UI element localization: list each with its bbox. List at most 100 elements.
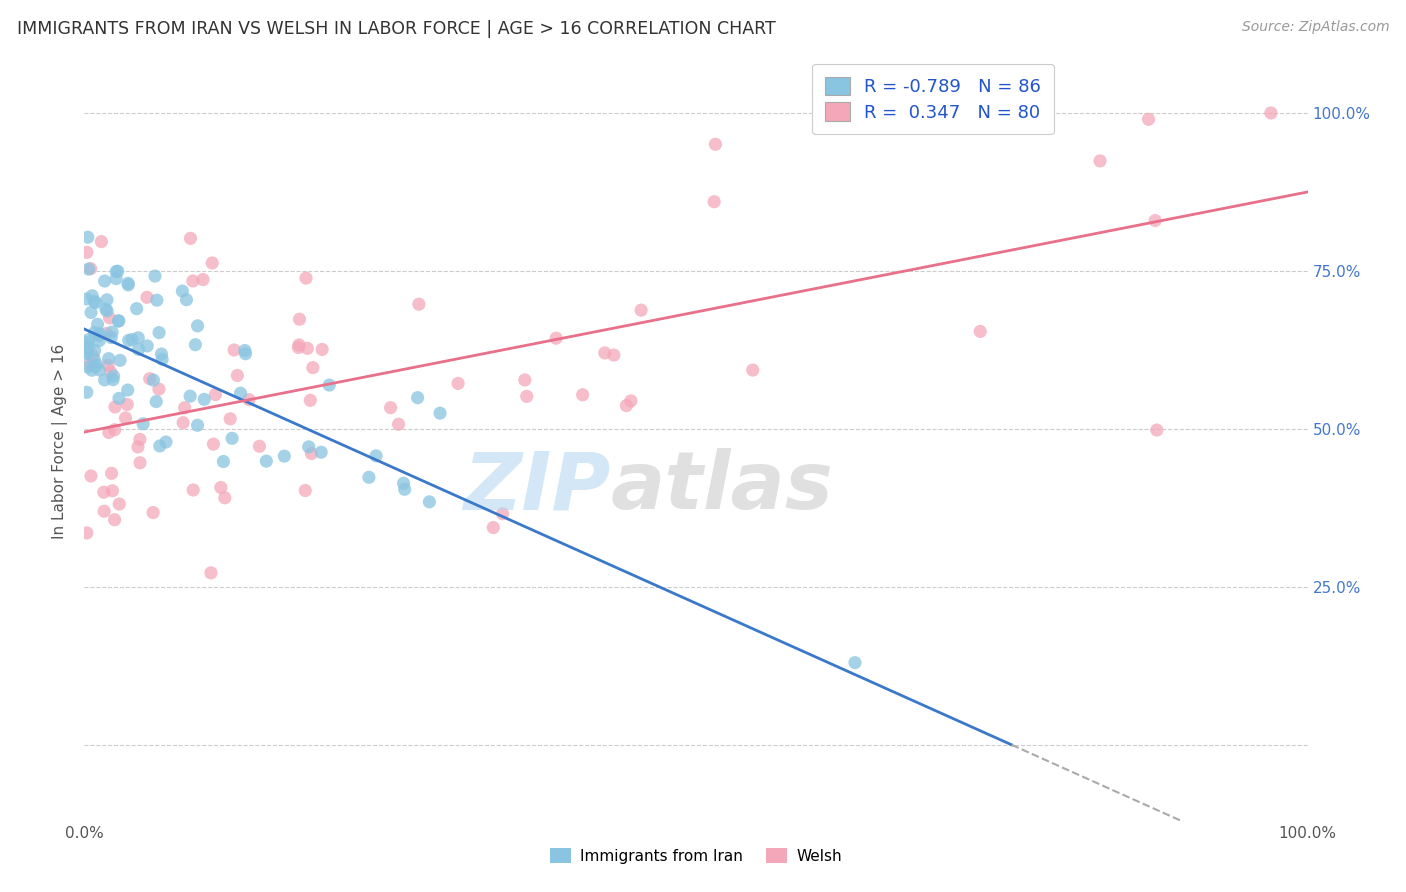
Point: [93, 373, 115, 387]
Point: [418, 495, 440, 509]
Point: [1137, 112, 1160, 127]
Point: [83, 343, 105, 358]
Point: [136, 290, 159, 304]
Point: [145, 394, 167, 409]
Point: [148, 326, 170, 340]
Point: [103, 513, 125, 527]
Point: [392, 476, 415, 491]
Point: [148, 382, 170, 396]
Point: [76, 335, 98, 350]
Point: [93, 504, 115, 518]
Point: [482, 520, 505, 534]
Point: [295, 271, 318, 285]
Point: [844, 656, 866, 670]
Text: atlas: atlas: [610, 448, 834, 526]
Point: [101, 373, 124, 387]
Point: [136, 339, 159, 353]
Point: [209, 481, 232, 495]
Point: [387, 417, 409, 432]
Point: [115, 397, 138, 411]
Point: [80, 469, 103, 483]
Point: [83, 294, 105, 309]
Point: [100, 330, 122, 344]
Point: [103, 369, 125, 384]
Point: [89, 328, 111, 343]
Point: [89, 363, 111, 377]
Point: [84, 295, 107, 310]
Point: [76, 525, 98, 540]
Point: [149, 439, 172, 453]
Point: [108, 497, 131, 511]
Point: [288, 338, 311, 352]
Point: [146, 293, 169, 308]
Point: [76, 245, 98, 260]
Point: [94, 302, 117, 317]
Point: [77, 358, 100, 372]
Point: [298, 440, 321, 454]
Point: [89, 334, 111, 348]
Point: [105, 271, 128, 285]
Point: [179, 389, 201, 403]
Point: [86, 318, 108, 332]
Point: [301, 446, 323, 460]
Point: [309, 445, 332, 459]
Point: [357, 470, 380, 484]
Point: [235, 347, 257, 361]
Point: [108, 392, 131, 406]
Point: [214, 491, 236, 505]
Point: [77, 340, 100, 354]
Point: [96, 293, 118, 307]
Point: [516, 389, 538, 403]
Point: [82, 349, 104, 363]
Point: [1088, 153, 1111, 168]
Point: [117, 383, 139, 397]
Point: [104, 400, 127, 414]
Point: [142, 506, 165, 520]
Point: [249, 439, 271, 453]
Point: [77, 262, 100, 277]
Point: [571, 388, 593, 402]
Point: [76, 345, 98, 359]
Point: [90, 235, 112, 249]
Point: [513, 373, 536, 387]
Point: [288, 312, 311, 326]
Point: [97, 425, 120, 440]
Point: [704, 137, 727, 152]
Point: [117, 277, 139, 291]
Point: [76, 230, 98, 244]
Point: [193, 392, 215, 407]
Point: [406, 391, 429, 405]
Point: [125, 301, 148, 316]
Point: [620, 393, 643, 408]
Point: [100, 467, 122, 481]
Point: [184, 337, 207, 351]
Point: [150, 347, 173, 361]
Point: [221, 431, 243, 445]
Point: [100, 365, 122, 379]
Point: [155, 435, 177, 450]
Point: [80, 305, 103, 319]
Point: [181, 274, 204, 288]
Point: [201, 256, 224, 270]
Point: [603, 348, 626, 362]
Point: [128, 343, 150, 357]
Point: [703, 194, 725, 209]
Text: Source: ZipAtlas.com: Source: ZipAtlas.com: [1241, 20, 1389, 34]
Point: [212, 454, 235, 468]
Point: [86, 358, 108, 372]
Point: [129, 456, 152, 470]
Point: [491, 507, 513, 521]
Point: [132, 417, 155, 431]
Point: [76, 385, 98, 400]
Point: [107, 314, 129, 328]
Point: [121, 333, 143, 347]
Point: [297, 341, 319, 355]
Point: [447, 376, 470, 391]
Text: ZIP: ZIP: [463, 448, 610, 526]
Point: [364, 449, 387, 463]
Point: [202, 437, 225, 451]
Point: [429, 406, 451, 420]
Point: [226, 368, 249, 383]
Point: [107, 264, 129, 278]
Point: [150, 352, 173, 367]
